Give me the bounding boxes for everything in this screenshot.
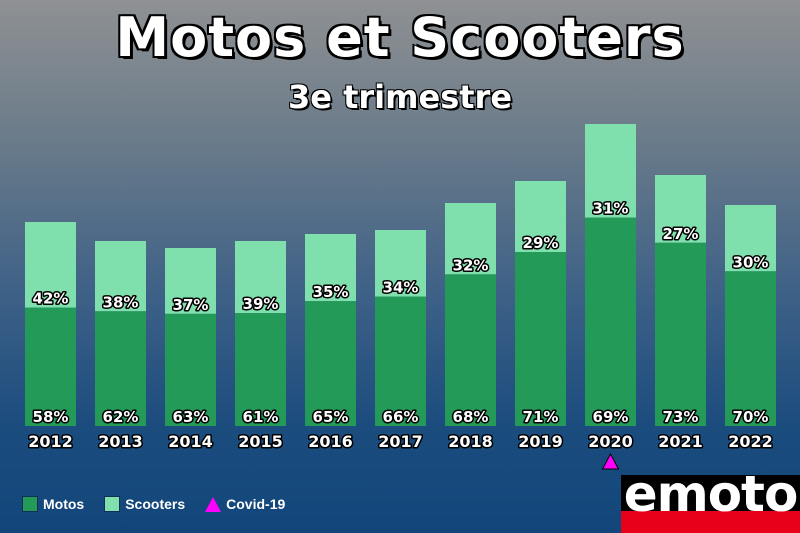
data-label-motos-2012: 58% <box>33 408 69 426</box>
bar-motos-2021 <box>655 242 706 426</box>
bar-scooters-2018 <box>445 203 496 275</box>
bar-motos-2019 <box>515 252 566 426</box>
data-label-motos-2013: 62% <box>103 408 139 426</box>
bar-scooters-2022 <box>725 205 776 272</box>
data-label-scooters-2014: 37% <box>173 296 209 314</box>
bar-scooters-2019 <box>515 181 566 253</box>
bar-scooters-2015 <box>235 241 286 314</box>
legend-item-motos: Motos <box>22 496 84 512</box>
data-label-motos-2014: 63% <box>173 408 209 426</box>
legend-swatch-scooters <box>104 496 121 512</box>
data-label-motos-2021: 73% <box>663 408 699 426</box>
bar-motos-2022 <box>725 271 776 426</box>
x-tick-label-2020: 2020 <box>588 432 633 451</box>
data-label-scooters-2020: 31% <box>593 200 629 218</box>
x-tick-label-2016: 2016 <box>308 432 353 451</box>
legend-label-motos: Motos <box>43 496 85 512</box>
chart-title: Motos et Scooters <box>115 6 685 69</box>
covid-marker-2020 <box>601 452 620 470</box>
data-label-scooters-2017: 34% <box>383 279 419 297</box>
legend-item-covid: Covid-19 <box>205 496 285 512</box>
bar-scooters-2016 <box>305 234 356 302</box>
data-label-scooters-2022: 30% <box>733 253 769 271</box>
bar-motos-2020 <box>585 217 636 426</box>
x-tick-label-2017: 2017 <box>378 432 423 451</box>
chart-subtitle: 3e trimestre <box>287 78 513 116</box>
x-tick-label-2015: 2015 <box>238 432 283 451</box>
x-tick-label-2013: 2013 <box>98 432 143 451</box>
data-label-scooters-2021: 27% <box>663 225 699 243</box>
bar-motos-2013 <box>95 311 146 426</box>
logo-black-band <box>621 475 800 511</box>
emoto-logo: emoto <box>621 475 800 533</box>
x-tick-label-2022: 2022 <box>728 432 773 451</box>
data-label-motos-2015: 61% <box>243 408 279 426</box>
data-label-motos-2016: 65% <box>313 408 349 426</box>
x-tick-label-2021: 2021 <box>658 432 703 451</box>
data-label-motos-2019: 71% <box>523 408 559 426</box>
data-label-scooters-2013: 38% <box>103 293 139 311</box>
bar-scooters-2014 <box>165 248 216 314</box>
data-label-motos-2022: 70% <box>733 408 769 426</box>
data-label-motos-2020: 69% <box>593 408 629 426</box>
data-label-scooters-2015: 39% <box>243 295 279 313</box>
x-tick-label-2012: 2012 <box>28 432 73 451</box>
data-label-scooters-2016: 35% <box>313 283 349 301</box>
data-label-motos-2017: 66% <box>383 408 419 426</box>
bar-scooters-2017 <box>375 230 426 297</box>
bar-scooters-2021 <box>655 175 706 243</box>
x-tick-label-2018: 2018 <box>448 432 493 451</box>
bar-motos-2014 <box>165 313 216 426</box>
bar-motos-2016 <box>305 301 356 426</box>
bar-scooters-2012 <box>25 222 76 308</box>
bar-scooters-2020 <box>585 124 636 218</box>
logo-text: emoto <box>623 475 799 523</box>
legend: Motos Scooters Covid-19 <box>22 496 305 512</box>
legend-label-scooters: Scooters <box>125 496 186 512</box>
legend-swatch-motos <box>22 496 38 512</box>
legend-item-scooters: Scooters <box>104 496 185 512</box>
bar-motos-2012 <box>25 307 76 426</box>
bar-motos-2015 <box>235 313 286 426</box>
bar-motos-2017 <box>375 296 426 426</box>
bar-motos-2018 <box>445 274 496 426</box>
data-label-scooters-2012: 42% <box>33 290 69 308</box>
data-label-scooters-2018: 32% <box>453 256 489 274</box>
covid-triangle-icon <box>205 496 222 512</box>
x-tick-label-2019: 2019 <box>518 432 563 451</box>
data-label-scooters-2019: 29% <box>523 234 559 252</box>
legend-label-covid: Covid-19 <box>226 496 286 512</box>
bar-scooters-2013 <box>95 241 146 312</box>
data-label-motos-2018: 68% <box>453 408 489 426</box>
x-tick-label-2014: 2014 <box>168 432 213 451</box>
